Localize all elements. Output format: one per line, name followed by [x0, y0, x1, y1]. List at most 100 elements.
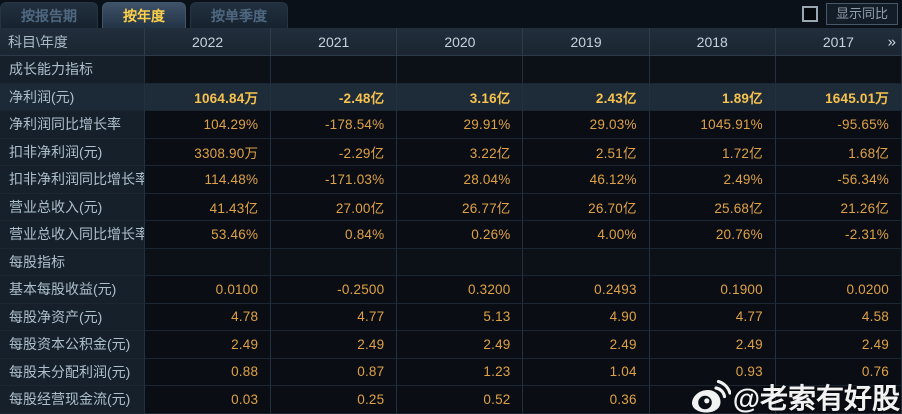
value-cell: 41.43亿 [145, 193, 272, 221]
value-cell: 1.68亿 [775, 138, 902, 166]
value-cell: -178.54% [271, 111, 398, 139]
value-cell [649, 248, 776, 276]
yoy-controls: 显示同比 [801, 3, 898, 25]
row-label: 成长能力指标 [0, 56, 145, 84]
value-cell: 4.90 [523, 303, 650, 331]
value-cell: 46.12% [523, 166, 650, 194]
value-cell: 1.04 [523, 358, 650, 386]
value-cell: 0.1900 [649, 276, 776, 304]
value-cell: 0.88 [145, 358, 272, 386]
value-cell: 4.58 [775, 303, 902, 331]
value-cell [145, 56, 272, 84]
tab-by-quarter[interactable]: 按单季度 [190, 2, 288, 28]
year-header-2019[interactable]: 2019 [523, 28, 650, 56]
value-cell: 2.49 [145, 331, 272, 359]
table-body: 成长能力指标 净利润(元) 1064.84万 -2.48亿 3.16亿 2.43亿 1.89… [0, 56, 902, 414]
table-row[interactable]: 每股经营现金流(元) 0.03 0.25 0.52 0.36 [0, 386, 902, 414]
value-cell: 0.0200 [775, 276, 902, 304]
table-header-row: 科目\年度 2022 2021 2020 2019 2018 2017» [0, 28, 902, 56]
value-cell: 0.76 [775, 358, 902, 386]
value-cell: 0.03 [145, 386, 272, 414]
value-cell: 1064.84万 [145, 83, 272, 111]
value-cell: 20.76% [649, 221, 776, 249]
value-cell [397, 56, 524, 84]
value-cell: 21.26亿 [775, 193, 902, 221]
table-row[interactable]: 营业总收入同比增长率 53.46% 0.84% 0.26% 4.00% 20.76% -2.… [0, 221, 902, 249]
value-cell: 2.49 [775, 331, 902, 359]
value-cell: 2.43亿 [523, 83, 650, 111]
value-cell: 5.13 [397, 303, 524, 331]
row-label: 营业总收入同比增长率 [0, 221, 145, 249]
show-yoy-label[interactable]: 显示同比 [825, 3, 898, 25]
value-cell: 4.77 [271, 303, 398, 331]
value-cell: 29.03% [523, 111, 650, 139]
value-cell [775, 56, 902, 84]
value-cell: 29.91% [397, 111, 524, 139]
tab-by-year[interactable]: 按年度 [102, 2, 186, 28]
value-cell: 26.70亿 [523, 193, 650, 221]
value-cell: 2.49 [271, 331, 398, 359]
value-cell: 2.49 [523, 331, 650, 359]
value-cell: 1645.01万 [775, 83, 902, 111]
table-row[interactable]: 每股净资产(元) 4.78 4.77 5.13 4.90 4.77 4.58 [0, 303, 902, 331]
value-cell: 1.72亿 [649, 138, 776, 166]
value-cell: 4.77 [649, 303, 776, 331]
year-header-2020[interactable]: 2020 [397, 28, 524, 56]
value-cell: 26.77亿 [397, 193, 524, 221]
value-cell [775, 386, 902, 414]
value-cell: 2.49 [649, 331, 776, 359]
year-header-2022[interactable]: 2022 [145, 28, 272, 56]
value-cell [523, 248, 650, 276]
value-cell: 1.23 [397, 358, 524, 386]
show-yoy-checkbox[interactable] [801, 6, 818, 22]
row-label: 每股净资产(元) [0, 303, 145, 331]
value-cell: -56.34% [775, 166, 902, 194]
year-header-2018[interactable]: 2018 [649, 28, 776, 56]
year-header-2017[interactable]: 2017» [775, 28, 902, 56]
value-cell: -2.31% [775, 221, 902, 249]
value-cell: 0.0100 [145, 276, 272, 304]
tab-by-report-period[interactable]: 按报告期 [0, 2, 98, 28]
table-row[interactable]: 营业总收入(元) 41.43亿 27.00亿 26.77亿 26.70亿 25.68亿 21… [0, 193, 902, 221]
value-cell [145, 248, 272, 276]
table-row[interactable]: 基本每股收益(元) 0.0100 -0.2500 0.3200 0.2493 0.1900… [0, 276, 902, 304]
value-cell [649, 386, 776, 414]
row-label: 基本每股收益(元) [0, 276, 145, 304]
value-cell: -95.65% [775, 111, 902, 139]
table-row[interactable]: 每股资本公积金(元) 2.49 2.49 2.49 2.49 2.49 2.49 [0, 331, 902, 359]
value-cell: -2.48亿 [271, 83, 398, 111]
value-cell: 3308.90万 [145, 138, 272, 166]
value-cell [271, 56, 398, 84]
value-cell: 0.93 [649, 358, 776, 386]
more-years-icon[interactable]: » [887, 33, 896, 50]
table-row[interactable]: 扣非净利润(元) 3308.90万 -2.29亿 3.22亿 2.51亿 1.72亿 1.6… [0, 138, 902, 166]
value-cell: 0.25 [271, 386, 398, 414]
row-label: 每股资本公积金(元) [0, 331, 145, 359]
value-cell [649, 56, 776, 84]
table-row[interactable]: 每股未分配利润(元) 0.88 0.87 1.23 1.04 0.93 0.76 [0, 358, 902, 386]
value-cell: 4.78 [145, 303, 272, 331]
financial-table: 科目\年度 2022 2021 2020 2019 2018 2017» 成长能力指标 净利… [0, 28, 902, 414]
year-header-2021[interactable]: 2021 [271, 28, 398, 56]
value-cell: 25.68亿 [649, 193, 776, 221]
table-row[interactable]: 净利润(元) 1064.84万 -2.48亿 3.16亿 2.43亿 1.89亿 1645.… [0, 83, 902, 111]
value-cell: 28.04% [397, 166, 524, 194]
value-cell: 2.49 [397, 331, 524, 359]
value-cell: 2.49% [649, 166, 776, 194]
value-cell: 27.00亿 [271, 193, 398, 221]
value-cell: 0.52 [397, 386, 524, 414]
value-cell: 1045.91% [649, 111, 776, 139]
value-cell: 3.16亿 [397, 83, 524, 111]
value-cell: 53.46% [145, 221, 272, 249]
period-tab-bar: 按报告期 按年度 按单季度 显示同比 [0, 0, 902, 28]
value-cell: 0.87 [271, 358, 398, 386]
value-cell: 0.36 [523, 386, 650, 414]
row-label: 每股经营现金流(元) [0, 386, 145, 414]
table-row[interactable]: 净利润同比增长率 104.29% -178.54% 29.91% 29.03% 1045.… [0, 111, 902, 139]
value-cell: 0.2493 [523, 276, 650, 304]
value-cell: 2.51亿 [523, 138, 650, 166]
value-cell: -171.03% [271, 166, 398, 194]
row-label: 每股指标 [0, 248, 145, 276]
table-row[interactable]: 扣非净利润同比增长率 114.48% -171.03% 28.04% 46.12% 2.4… [0, 166, 902, 194]
